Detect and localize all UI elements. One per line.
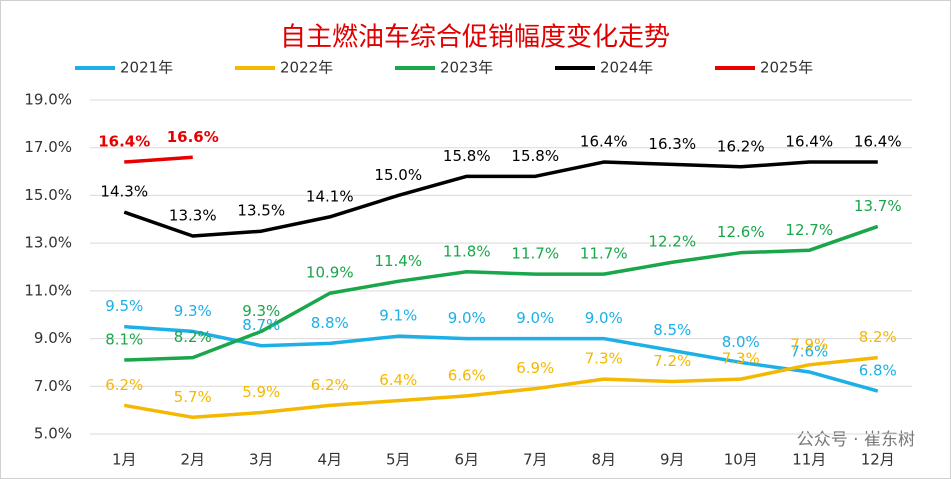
data-label: 12.7% [785,221,833,239]
data-label: 15.0% [374,166,422,184]
y-tick-label: 11.0% [24,281,72,299]
data-label: 11.8% [443,242,491,260]
data-label: 7.2% [653,352,691,370]
data-label: 7.3% [722,350,760,368]
series-line [124,155,193,164]
x-tick-label: 9月 [660,451,685,469]
x-tick-label: 1月 [112,451,137,469]
data-label: 9.0% [516,309,554,327]
data-label: 16.4% [98,133,150,151]
x-tick-label: 11月 [792,451,826,469]
data-label: 16.4% [580,133,628,151]
x-tick-label: 5月 [386,451,411,469]
data-label: 8.5% [653,321,691,339]
data-label: 12.2% [648,233,696,251]
data-label: 6.4% [379,371,417,389]
data-label: 7.6% [790,342,828,360]
data-label: 16.3% [648,135,696,153]
data-label: 11.7% [511,245,559,263]
data-label: 13.5% [237,202,285,220]
data-label: 9.3% [242,302,280,320]
data-label: 8.8% [311,314,349,332]
x-tick-label: 4月 [317,451,342,469]
data-label: 13.7% [854,197,902,215]
data-label: 8.7% [242,316,280,334]
y-tick-label: 15.0% [24,186,72,204]
data-label: 16.2% [717,137,765,155]
data-label: 11.4% [374,252,422,270]
data-label: 6.8% [859,362,897,380]
data-label: 9.5% [105,297,143,315]
legend-label: 2022年 [280,59,333,77]
y-tick-label: 19.0% [24,91,72,109]
series-line [124,224,879,362]
x-tick-label: 2月 [180,451,205,469]
data-label: 13.3% [169,206,217,224]
data-label: 14.3% [100,183,148,201]
series-line [124,324,879,393]
data-label: 6.6% [448,366,486,384]
data-label: 7.9% [790,335,828,353]
data-label: 16.4% [854,133,902,151]
data-label: 8.2% [859,328,897,346]
data-label: 8.1% [105,331,143,349]
data-label: 9.0% [448,309,486,327]
x-tick-label: 6月 [454,451,479,469]
watermark: 公众号 · 崔东树 [797,430,915,450]
data-label: 9.0% [585,309,623,327]
data-label: 15.8% [443,147,491,165]
x-tick-label: 7月 [523,451,548,469]
legend-label: 2021年 [120,59,173,77]
data-label: 5.7% [174,388,212,406]
series-line [123,355,878,420]
x-tick-label: 12月 [861,451,895,469]
data-label: 8.2% [174,328,212,346]
x-tick-label: 10月 [724,451,758,469]
chart-title: 自主燃油车综合促销幅度变化走势 [280,23,670,53]
data-label: 8.0% [722,333,760,351]
data-label: 9.3% [174,302,212,320]
x-tick-label: 3月 [249,451,274,469]
data-label: 6.2% [105,376,143,394]
data-label: 6.9% [516,359,554,377]
data-label: 12.6% [717,223,765,241]
y-tick-label: 9.0% [34,329,72,347]
data-label: 7.3% [585,350,623,368]
data-label: 9.1% [379,307,417,325]
series-line [123,160,878,238]
legend-label: 2025年 [760,59,813,77]
data-label: 10.9% [306,264,354,282]
data-label: 11.7% [580,245,628,263]
y-tick-label: 7.0% [34,377,72,395]
data-label: 16.4% [785,133,833,151]
data-label: 6.2% [311,376,349,394]
data-label: 15.8% [511,147,559,165]
data-label: 14.1% [306,187,354,205]
data-label: 5.9% [242,383,280,401]
y-tick-label: 5.0% [34,425,72,443]
legend-label: 2024年 [600,59,653,77]
y-tick-label: 17.0% [24,138,72,156]
legend-label: 2023年 [440,59,493,77]
x-tick-label: 8月 [591,451,616,469]
y-tick-label: 13.0% [24,234,72,252]
data-label: 16.6% [167,128,219,146]
